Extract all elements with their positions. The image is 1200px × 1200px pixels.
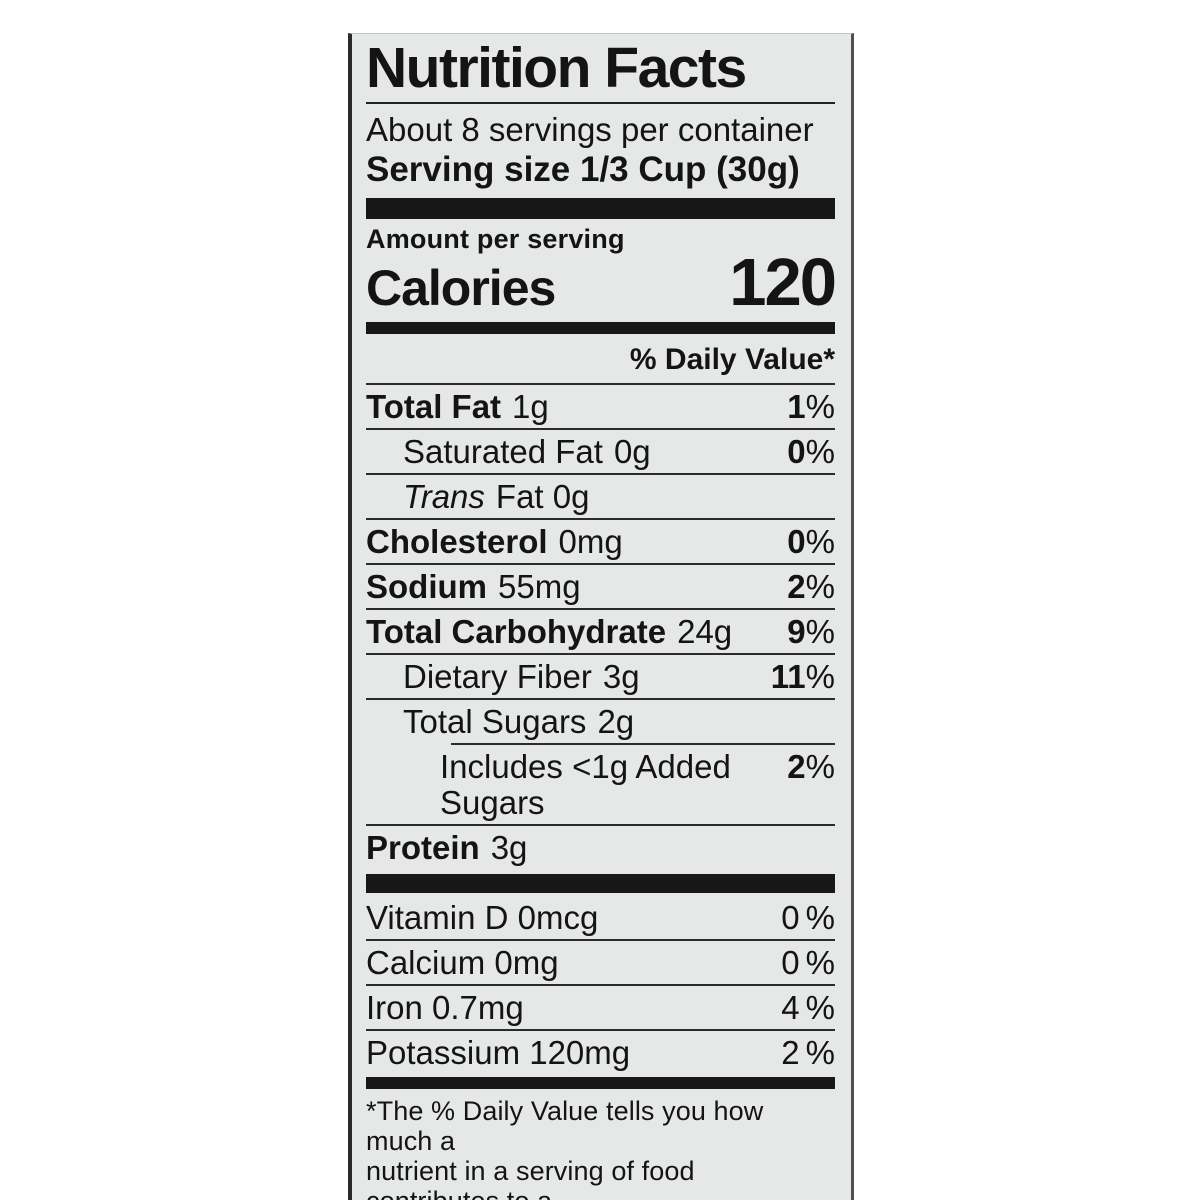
amount-per-serving-label: Amount per serving (366, 224, 625, 255)
dv-value: 9 (787, 613, 806, 651)
dv-value: 4 (781, 989, 800, 1027)
vitamin-name: Iron 0.7mg (366, 989, 524, 1027)
nutrition-facts-label: Nutrition Facts About 8 servings per con… (348, 33, 854, 1200)
dv-value: 0 (781, 899, 800, 937)
nutrient-name: Total Sugars (403, 703, 587, 741)
dv-value: 2 (781, 1034, 800, 1072)
dv-value: 1 (787, 388, 806, 426)
nutrient-amount: 3g (490, 829, 528, 867)
vitamin-name: Vitamin D 0mcg (366, 899, 599, 937)
serving-size: Serving size 1/3 Cup (30g) (366, 150, 800, 190)
footnote-line: nutrient in a serving of food contribute… (366, 1156, 695, 1200)
dv-value: 11 (770, 658, 806, 696)
section-bar-footnote (366, 1077, 835, 1090)
dv-value: 0 (781, 944, 800, 982)
vitamin-row-vitamin-d: Vitamin D 0mcg 0% (366, 896, 835, 942)
dv-value: 2 (787, 568, 806, 606)
percent-sign: % (805, 944, 835, 982)
nutrient-row-trans-fat: Trans Fat 0g (366, 475, 835, 521)
nutrient-name: Saturated Fat (403, 433, 603, 471)
section-bar-top (366, 198, 835, 220)
nutrient-name: Total Fat (366, 388, 502, 426)
calories-label: Calories (366, 260, 556, 317)
nutrient-row-cholesterol: Cholesterol 0mg 0% (366, 520, 835, 566)
section-bar-protein (366, 874, 835, 894)
vitamin-name: Calcium 0mg (366, 944, 559, 982)
nutrient-name: Protein (366, 829, 480, 867)
title-divider (366, 102, 835, 105)
calories-value: 120 (729, 245, 837, 321)
percent-sign: % (805, 1034, 835, 1072)
dv-value: 2 (787, 748, 806, 786)
percent-sign: % (805, 523, 835, 561)
nutrient-name: Total Carbohydrate (366, 613, 667, 651)
nutrient-row-added-sugars: Includes <1g Added Sugars 2% (366, 745, 835, 827)
nutrient-amount: 24g (677, 613, 733, 651)
nutrient-name: Cholesterol (366, 523, 548, 561)
percent-sign: % (805, 613, 835, 651)
daily-value-header: % Daily Value* (366, 336, 835, 386)
calories-row: Calories 120 (366, 245, 837, 321)
nutrient-amount: 2g (597, 703, 635, 741)
nutrient-row-total-fat: Total Fat 1g 1% (366, 385, 835, 431)
nutrient-name-italic: Trans (403, 478, 485, 516)
nutrient-amount: 0g (613, 433, 651, 471)
nutrient-name: Includes <1g Added Sugars (440, 748, 731, 822)
nutrient-row-sodium: Sodium 55mg 2% (366, 565, 835, 611)
nutrient-row-saturated-fat: Saturated Fat 0g 0% (366, 430, 835, 476)
nutrient-amount: 3g (602, 658, 640, 696)
nutrient-amount: 0mg (558, 523, 623, 561)
percent-sign: % (805, 568, 835, 606)
vitamins-section: Vitamin D 0mcg 0% Calcium 0mg 0% Iron 0.… (366, 896, 835, 1074)
percent-sign: % (805, 748, 835, 786)
nutrient-row-total-sugars: Total Sugars 2g (366, 700, 835, 743)
footnote-line: *The % Daily Value tells you how much a (366, 1096, 764, 1157)
vitamin-row-potassium: Potassium 120mg 2% (366, 1031, 835, 1074)
nutrient-name: Sodium (366, 568, 487, 606)
nutrient-amount: 55mg (498, 568, 581, 606)
daily-value-footnote: *The % Daily Value tells you how much a … (366, 1096, 835, 1200)
vitamin-row-calcium: Calcium 0mg 0% (366, 941, 835, 987)
nutrient-row-dietary-fiber: Dietary Fiber 3g 11% (366, 655, 835, 701)
section-bar-calories (366, 322, 835, 335)
percent-sign: % (805, 658, 835, 696)
nutrient-row-protein: Protein 3g (366, 826, 835, 869)
servings-per-container: About 8 servings per container (366, 111, 814, 149)
nutrient-row-total-carbohydrate: Total Carbohydrate 24g 9% (366, 610, 835, 656)
nutrient-name-rest: Fat 0g (495, 478, 590, 516)
vitamin-name: Potassium 120mg (366, 1034, 631, 1072)
label-title: Nutrition Facts (366, 36, 747, 100)
dv-value: 0 (787, 523, 806, 561)
percent-sign: % (805, 989, 835, 1027)
added-sugars-divider (451, 743, 835, 746)
nutrient-amount: 1g (512, 388, 549, 426)
dv-value: 0 (787, 433, 806, 471)
percent-sign: % (805, 388, 835, 426)
percent-sign: % (805, 433, 835, 471)
vitamin-row-iron: Iron 0.7mg 4% (366, 986, 835, 1032)
nutrient-name: Dietary Fiber (403, 658, 592, 696)
percent-sign: % (805, 899, 835, 937)
